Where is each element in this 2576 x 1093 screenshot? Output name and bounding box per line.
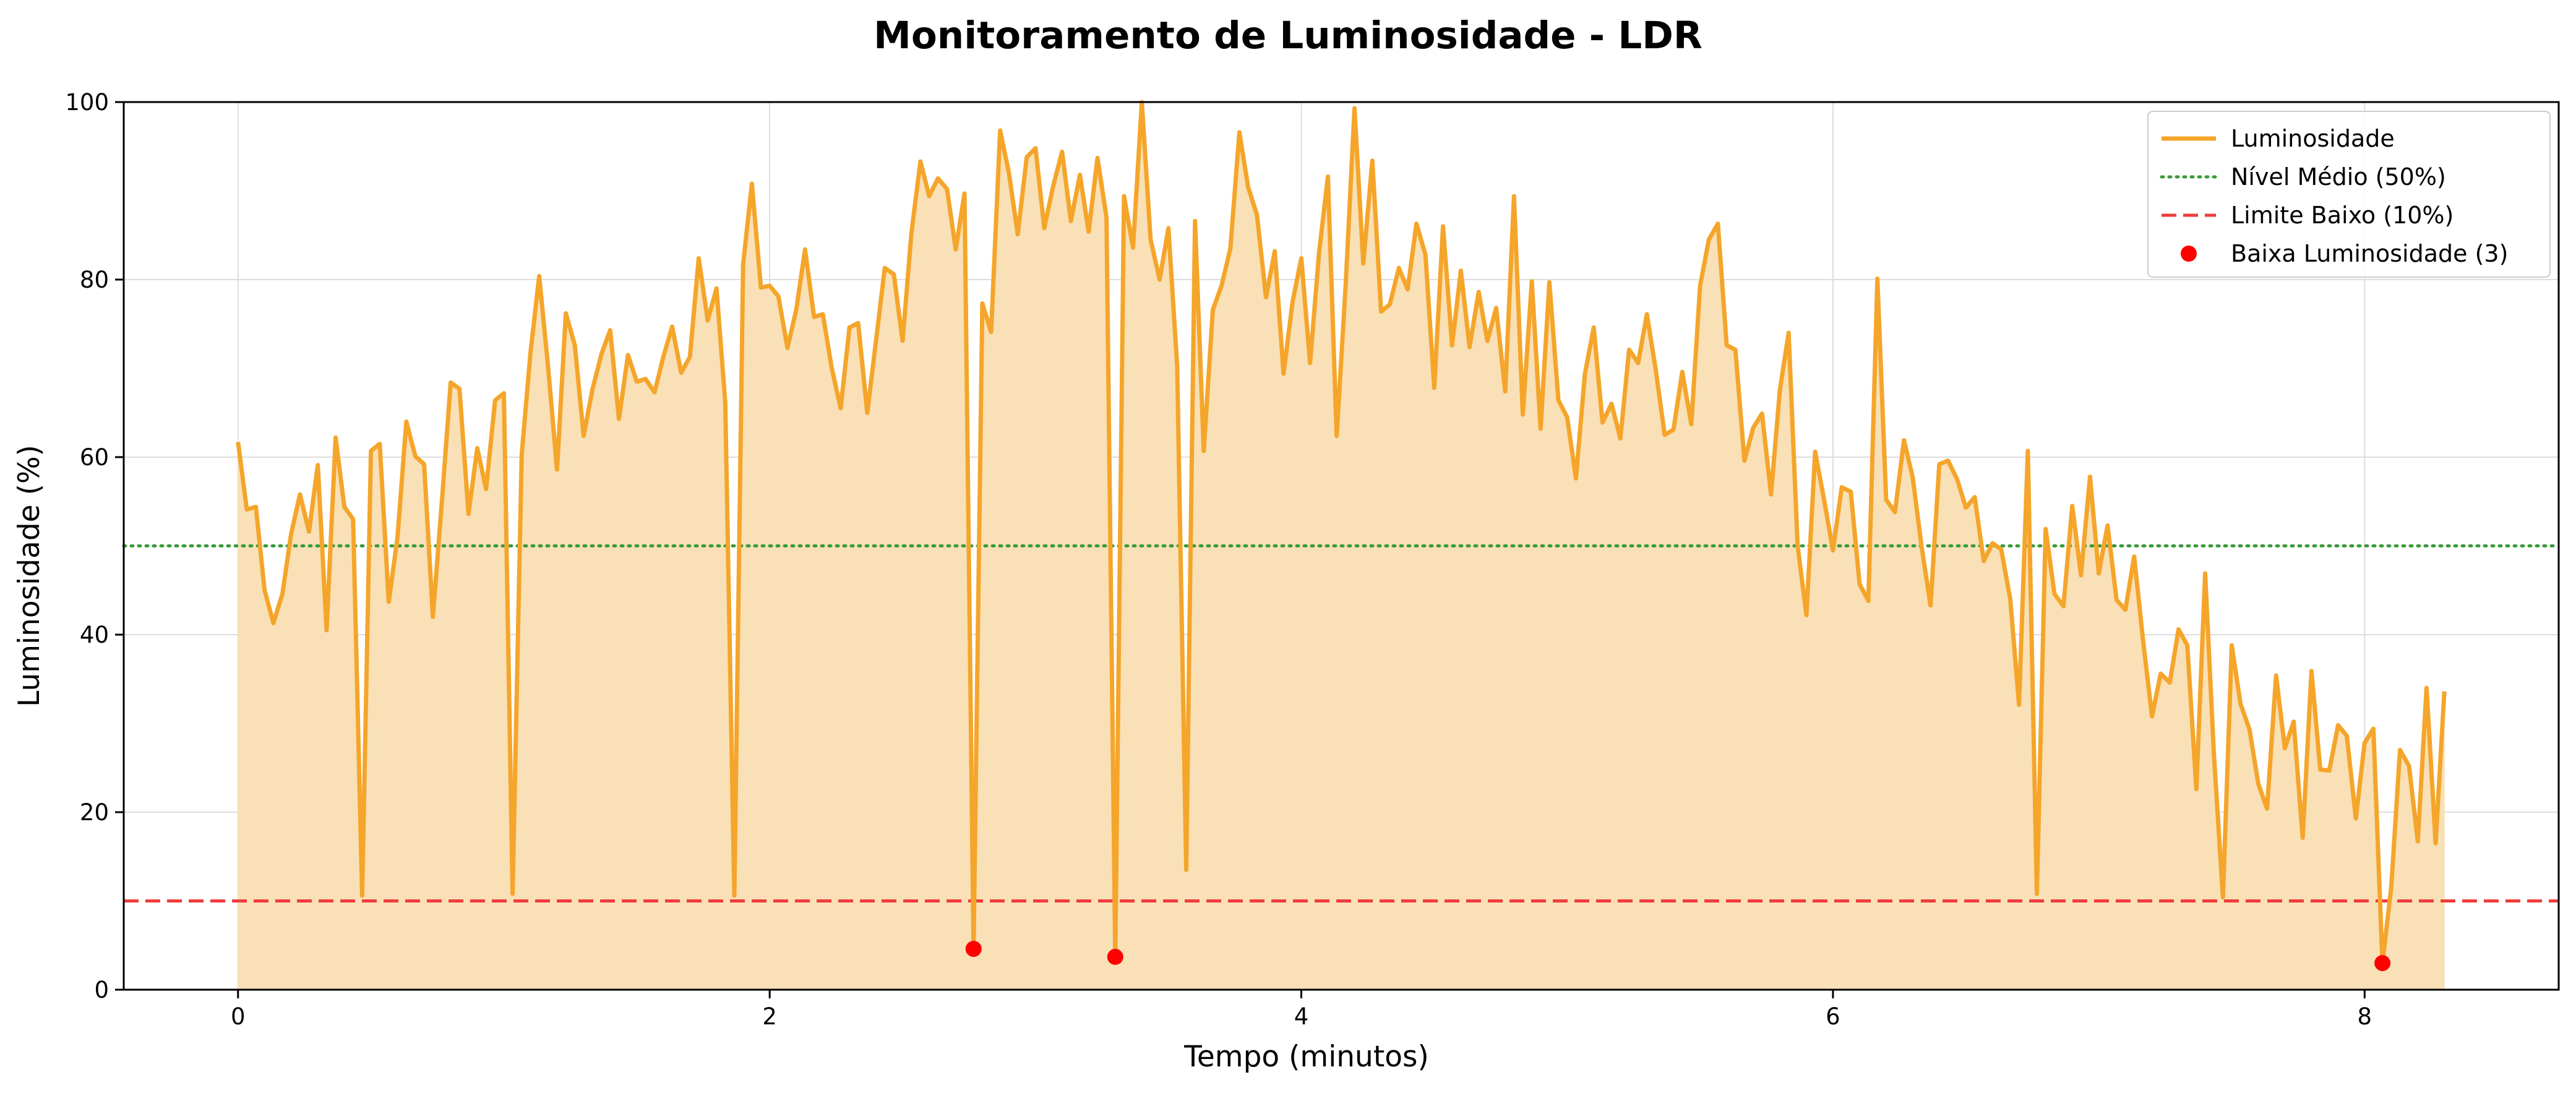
x-tick-label: 8 — [2358, 1003, 2372, 1030]
x-tick-label: 4 — [1294, 1003, 1309, 1030]
x-tick-label: 2 — [762, 1003, 777, 1030]
legend-entry: Luminosidade — [2231, 125, 2395, 152]
low-luminosity-point — [965, 940, 982, 957]
legend: Luminosidade Nível Médio (50%) Limite Baix… — [2147, 111, 2551, 278]
y-tick-label: 100 — [65, 89, 109, 116]
y-tick-label: 40 — [80, 622, 109, 648]
y-tick-label: 80 — [80, 267, 109, 293]
legend-entry: Nível Médio (50%) — [2231, 163, 2446, 191]
reference-lines — [122, 544, 2561, 902]
chart-title: Monitoramento de Luminosidade - LDR — [874, 14, 1702, 58]
x-axis-label: Tempo (minutos) — [1183, 1040, 1429, 1074]
y-tick-label: 20 — [80, 799, 109, 826]
legend-box — [2147, 111, 2551, 278]
line-layer — [236, 100, 2447, 966]
plot-frame — [122, 101, 2560, 991]
legend-swatch — [2181, 246, 2197, 262]
luminosity-line — [236, 100, 2447, 966]
y-axis-label: Luminosidade (%) — [12, 445, 46, 707]
legend-entry: Limite Baixo (10%) — [2231, 202, 2454, 229]
y-tick-label: 0 — [94, 977, 109, 1003]
low-luminosity-point — [2374, 954, 2391, 971]
x-tick-label: 0 — [231, 1003, 246, 1030]
legend-entry: Baixa Luminosidade (3) — [2231, 240, 2508, 267]
y-tick-label: 60 — [80, 444, 109, 471]
x-tick-label: 6 — [1826, 1003, 1840, 1030]
low-points-layer — [965, 940, 2391, 971]
low-luminosity-point — [1107, 948, 1123, 965]
